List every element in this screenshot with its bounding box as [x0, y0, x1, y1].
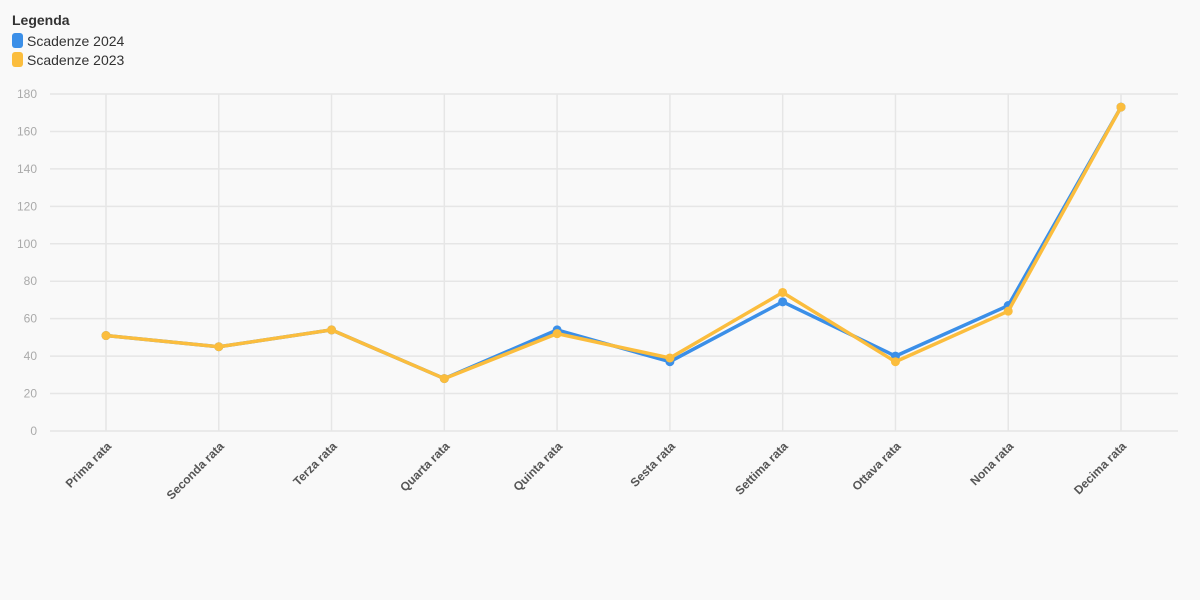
- grid: [50, 93, 1178, 432]
- legend-title: Legenda: [12, 12, 70, 28]
- legend-item-2023[interactable]: Scadenze 2023: [12, 50, 124, 69]
- series-layer: [101, 102, 1126, 384]
- data-point-scadenze-2023-2: [327, 325, 337, 335]
- x-tick-label-1: Seconda rata: [164, 439, 227, 502]
- legend-swatch-2023: [12, 52, 23, 67]
- data-point-scadenze-2023-4: [552, 329, 562, 339]
- x-tick-label-3: Quarta rata: [397, 439, 452, 494]
- y-tick-label-100: 100: [17, 237, 37, 251]
- data-point-scadenze-2023-9: [1116, 102, 1126, 112]
- x-tick-label-9: Decima rata: [1071, 439, 1129, 497]
- data-point-scadenze-2023-7: [890, 357, 900, 367]
- data-point-scadenze-2023-5: [665, 353, 675, 363]
- y-tick-label-0: 0: [30, 424, 37, 438]
- x-tick-label-5: Sesta rata: [628, 439, 679, 490]
- legend-swatch-2024: [12, 33, 23, 48]
- y-tick-label-140: 140: [17, 162, 37, 176]
- y-axis: 0 20 40 60 80 100 120 140 160 180: [17, 87, 37, 438]
- legend-label-2024: Scadenze 2024: [27, 32, 125, 49]
- y-tick-label-60: 60: [24, 312, 38, 326]
- x-tick-label-2: Terza rata: [290, 439, 340, 489]
- data-point-scadenze-2023-0: [101, 331, 111, 341]
- y-tick-label-20: 20: [24, 387, 38, 401]
- series-line-scadenze-2024: [104, 105, 1123, 381]
- y-tick-label-80: 80: [24, 274, 38, 288]
- legend: Legenda Scadenze 2024 Scadenze 2023: [12, 12, 124, 69]
- x-tick-label-0: Prima rata: [63, 439, 115, 491]
- y-tick-label-160: 160: [17, 124, 37, 138]
- data-point-scadenze-2024-6: [778, 297, 788, 307]
- x-tick-label-7: Ottava rata: [849, 439, 903, 493]
- x-tick-label-4: Quinta rata: [511, 439, 566, 494]
- data-point-scadenze-2023-8: [1003, 306, 1013, 316]
- y-tick-label-40: 40: [24, 349, 38, 363]
- x-axis: Prima rata Seconda rata Terza rata Quarta r…: [63, 439, 1130, 502]
- y-tick-label-180: 180: [17, 87, 37, 101]
- series-line-scadenze-2023: [104, 105, 1123, 381]
- legend-item-2024[interactable]: Scadenze 2024: [12, 31, 124, 50]
- data-point-scadenze-2023-6: [778, 287, 788, 297]
- data-point-scadenze-2023-3: [439, 374, 449, 384]
- x-tick-label-8: Nona rata: [967, 439, 1016, 488]
- legend-label-2023: Scadenze 2023: [27, 51, 125, 68]
- data-point-scadenze-2023-1: [214, 342, 224, 352]
- x-tick-label-6: Settima rata: [732, 439, 791, 498]
- y-tick-label-120: 120: [17, 199, 37, 213]
- series-scadenze-2023: [101, 102, 1126, 384]
